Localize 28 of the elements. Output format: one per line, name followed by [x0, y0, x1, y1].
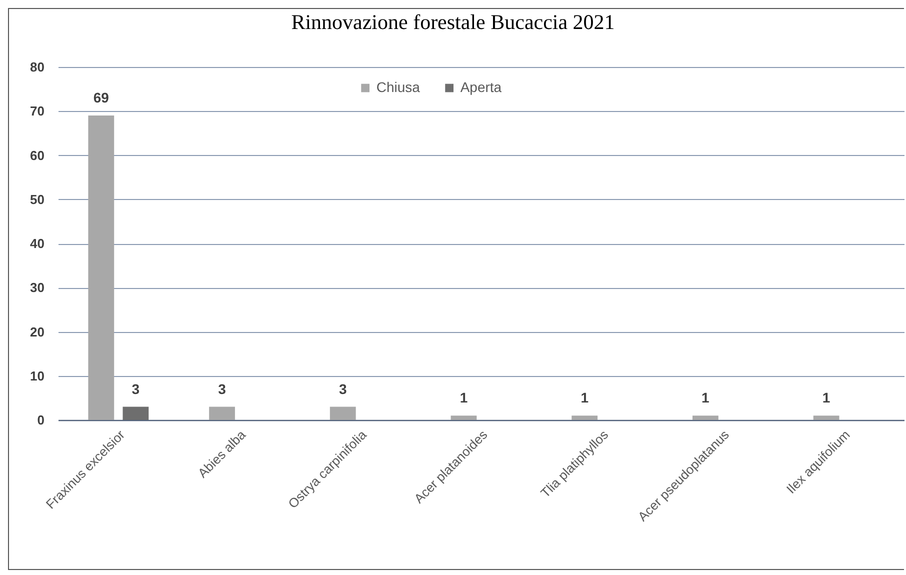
legend-label: Aperta — [460, 79, 502, 95]
bar — [813, 416, 840, 420]
y-tick-label: 50 — [30, 192, 44, 207]
bar — [450, 416, 477, 420]
legend-label: Chiusa — [376, 79, 420, 95]
data-label: 3 — [132, 380, 140, 397]
bar — [572, 416, 598, 420]
data-label: 3 — [218, 380, 226, 397]
bar — [88, 116, 114, 420]
data-label: 1 — [460, 390, 468, 406]
bar — [209, 406, 235, 420]
bar — [692, 416, 718, 420]
y-tick-label: 40 — [30, 236, 44, 251]
bar — [122, 406, 149, 420]
data-label: 1 — [580, 390, 589, 406]
chart-title: Rinnovazione forestale Bucaccia 2021 — [291, 10, 615, 34]
data-label: 1 — [702, 390, 710, 406]
y-tick-label: 20 — [30, 324, 44, 340]
bar — [330, 406, 356, 420]
data-label: 69 — [93, 90, 110, 106]
y-tick-label: 10 — [30, 368, 44, 384]
y-tick-label: 80 — [30, 60, 44, 74]
y-tick-label: 0 — [37, 412, 44, 428]
y-tick-label: 30 — [30, 280, 44, 296]
y-tick-label: 70 — [30, 104, 44, 119]
data-label: 3 — [338, 380, 347, 397]
data-label: 1 — [822, 390, 830, 406]
y-tick-label: 60 — [30, 148, 44, 163]
